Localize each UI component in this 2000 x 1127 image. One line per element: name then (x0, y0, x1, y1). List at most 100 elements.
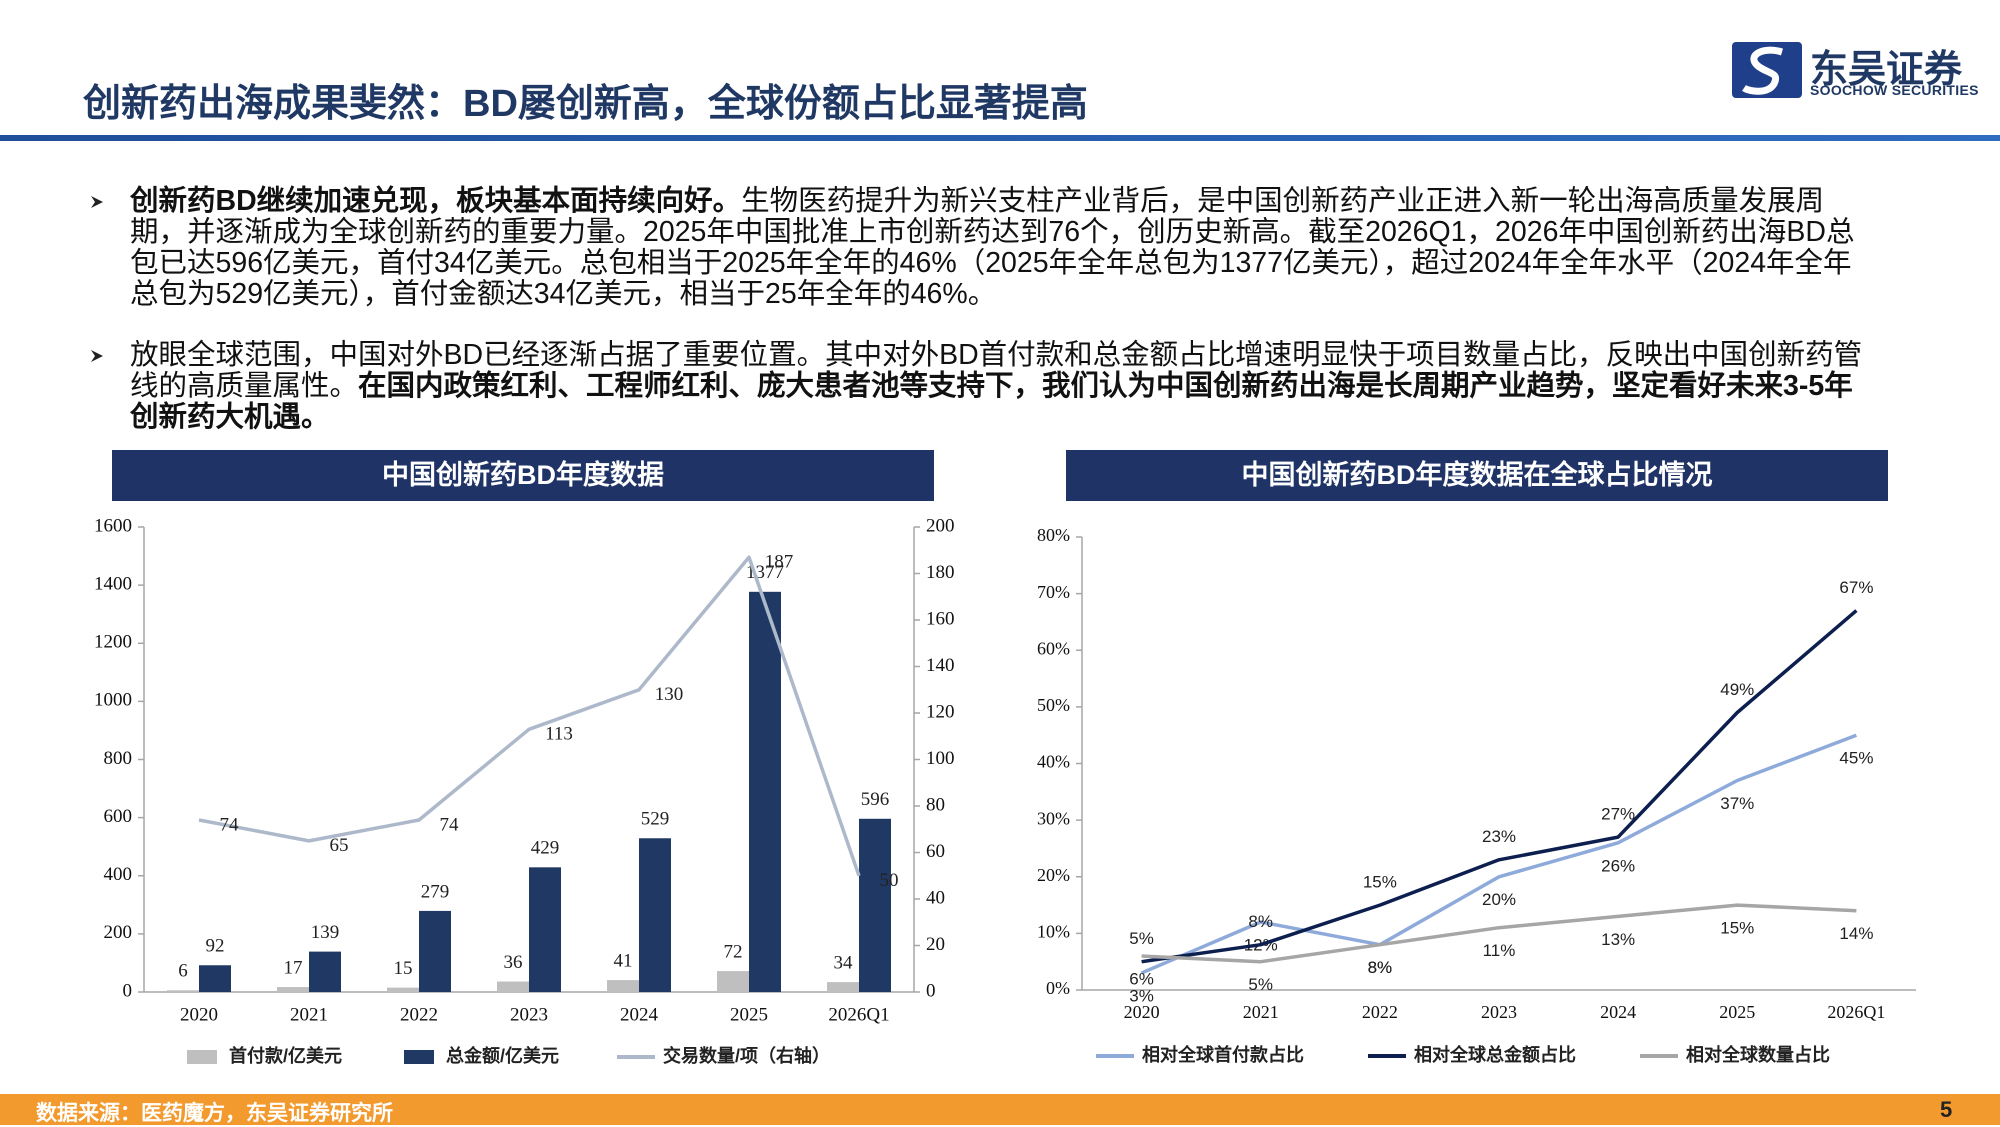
chart-title: 中国创新药BD年度数据在全球占比情况 (1066, 450, 1888, 501)
x-tick-label: 2022 (1362, 1002, 1398, 1022)
data-label: 41 (614, 950, 633, 971)
x-tick-label: 2025 (730, 1004, 768, 1025)
legend-swatch (404, 1050, 434, 1064)
y-tick-label: 80% (1037, 525, 1070, 545)
y-tick-label: 20% (1037, 865, 1070, 885)
data-label: 45% (1839, 749, 1873, 768)
legend-swatch (187, 1050, 217, 1064)
y-tick-label: 1200 (94, 632, 132, 653)
bullet-segment: 创新药BD继续加速兑现，板块基本面持续向好。 (130, 185, 742, 217)
data-label: 14% (1839, 924, 1873, 943)
bullet: 放眼全球范围，中国对外BD已经逐渐占据了重要位置。其中对外BD首付款和总金额占比… (89, 340, 1879, 433)
y-tick-label: 0 (123, 980, 133, 1001)
x-tick-label: 2023 (510, 1004, 548, 1025)
bar (717, 971, 749, 992)
x-tick-label: 2024 (1600, 1002, 1636, 1022)
data-label: 5% (1248, 975, 1273, 994)
data-label: 50 (880, 870, 899, 891)
data-label: 139 (311, 922, 340, 943)
data-label: 8% (1368, 958, 1393, 977)
y2-tick-label: 100 (926, 748, 955, 769)
y2-tick-label: 120 (926, 701, 955, 722)
data-label: 8% (1248, 912, 1273, 931)
data-label: 3% (1129, 986, 1154, 1005)
x-tick-label: 2024 (620, 1004, 659, 1025)
y-tick-label: 200 (104, 922, 133, 943)
y2-tick-label: 140 (926, 655, 955, 676)
y2-tick-label: 160 (926, 608, 955, 629)
data-label: 74 (440, 814, 460, 835)
footer-bar (0, 1094, 2000, 1125)
data-label: 92 (206, 936, 225, 957)
y2-tick-label: 200 (926, 515, 955, 536)
data-label: 596 (861, 789, 890, 810)
y-tick-label: 800 (104, 748, 133, 769)
line-series (1140, 733, 1858, 975)
data-label: 113 (545, 724, 573, 745)
data-label: 20% (1482, 890, 1516, 909)
line-series (198, 555, 861, 877)
bar (639, 838, 671, 992)
data-label: 72 (724, 941, 743, 962)
data-label: 37% (1720, 794, 1754, 813)
y-tick-label: 60% (1037, 638, 1070, 658)
data-label: 6 (178, 961, 188, 982)
y2-tick-label: 40 (926, 887, 945, 908)
bullet-segment: 放眼全球范围，中国对外BD已经逐渐占据了重要位置。其中对外BD首付款和总金额占比… (130, 339, 1863, 402)
y2-tick-label: 60 (926, 841, 945, 862)
slide-title: 创新药出海成果斐然：BD屡创新高，全球份额占比显著提高 (83, 83, 1088, 125)
y2-tick-label: 180 (926, 562, 955, 583)
data-label: 67% (1839, 578, 1873, 597)
data-label: 34 (834, 952, 854, 973)
y-tick-label: 400 (104, 864, 133, 885)
data-label: 27% (1601, 805, 1635, 824)
data-label: 5% (1129, 929, 1154, 948)
data-label: 279 (421, 881, 450, 902)
data-label: 74 (220, 814, 240, 835)
legend-label: 相对全球首付款占比 (1142, 1044, 1304, 1065)
y-tick-label: 0% (1046, 978, 1070, 998)
bar (749, 591, 781, 992)
y-tick-label: 1000 (94, 690, 132, 711)
data-label: 11% (1483, 941, 1516, 960)
line-series (1141, 903, 1857, 964)
legend-label: 首付款/亿美元 (229, 1045, 342, 1066)
legend-label: 总金额/亿美元 (446, 1045, 559, 1066)
data-label: 15% (1720, 919, 1754, 938)
bar (497, 981, 529, 992)
y2-tick-label: 80 (926, 794, 945, 815)
bar (199, 965, 231, 992)
bar (859, 818, 891, 992)
data-label: 26% (1601, 856, 1635, 875)
x-tick-label: 2026Q1 (828, 1004, 889, 1025)
data-label: 17 (284, 957, 303, 978)
bullet-icon (91, 196, 103, 208)
logo-en: SOOCHOW SECURITIES (1810, 82, 1979, 98)
header-rule (0, 135, 2000, 141)
data-label: 49% (1720, 680, 1754, 699)
y-tick-label: 1400 (94, 573, 132, 594)
y-tick-label: 600 (104, 806, 133, 827)
bar (827, 982, 859, 992)
data-label: 15% (1363, 873, 1397, 892)
legend-label: 相对全球总金额占比 (1414, 1044, 1576, 1065)
data-label: 429 (531, 838, 560, 859)
data-label: 130 (655, 684, 684, 705)
x-tick-label: 2022 (400, 1004, 438, 1025)
bullet-icon (91, 350, 103, 362)
x-tick-label: 2026Q1 (1827, 1002, 1885, 1022)
x-tick-label: 2025 (1719, 1002, 1755, 1022)
bullet-segment: 生物医药提升为新兴支柱产业背后，是中国创新药产业正进入新一轮出海高质量发展周期，… (130, 185, 1855, 310)
bullet-text: 创新药BD继续加速兑现，板块基本面持续向好。生物医药提升为新兴支柱产业背后，是中… (130, 186, 1879, 310)
bullet-text: 放眼全球范围，中国对外BD已经逐渐占据了重要位置。其中对外BD首付款和总金额占比… (130, 340, 1879, 433)
x-tick-label: 2021 (1243, 1002, 1279, 1022)
y-tick-label: 70% (1037, 582, 1070, 602)
data-label: 23% (1482, 827, 1516, 846)
data-label: 6% (1129, 970, 1154, 989)
data-label: 36 (504, 952, 523, 973)
data-label: 65 (330, 835, 349, 856)
page-number: 5 (1940, 1097, 1953, 1122)
logo-icon (1732, 42, 1802, 98)
bar (309, 951, 341, 992)
y2-tick-label: 0 (926, 980, 936, 1001)
